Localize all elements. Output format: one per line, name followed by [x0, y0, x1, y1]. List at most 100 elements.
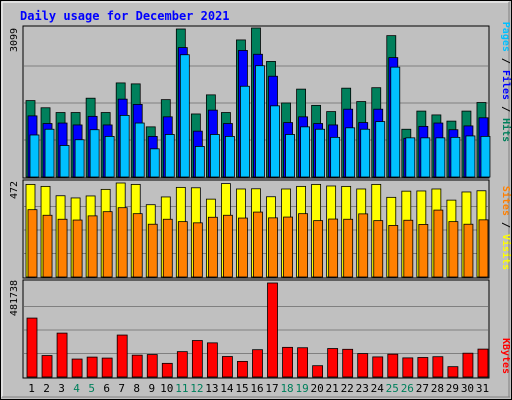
kbytes-bar-kbytes-3: [56, 332, 68, 378]
x-label-day: 8: [133, 382, 140, 395]
kbytes-bar-kbytes-11: [176, 351, 188, 378]
kbytes-bar-kbytes-15: [237, 360, 248, 378]
hits-bar-pages-1: [29, 134, 40, 178]
hits-bar-pages-17: [270, 105, 280, 178]
x-label-day: 24: [371, 382, 385, 395]
kbytes-bar-kbytes-14: [222, 356, 233, 378]
visits-bar-sites-5: [87, 215, 98, 278]
kbytes-bar-kbytes-1: [26, 317, 38, 378]
x-label-day: 6: [103, 382, 110, 395]
visits-bar-sites-19: [298, 213, 308, 278]
kbytes-bar-kbytes-25: [387, 353, 399, 378]
x-label-day: 12: [190, 382, 203, 395]
x-label-day: 14: [220, 382, 234, 395]
x-label-day: 5: [88, 382, 95, 395]
kbytes-bar-kbytes-29: [447, 366, 459, 378]
hits-bar-pages-9: [149, 148, 160, 178]
x-label-day: 18: [280, 382, 293, 395]
x-label-day: 20: [311, 382, 324, 395]
kbytes-bar-kbytes-24: [372, 356, 384, 378]
visits-bar-sites-8: [132, 213, 143, 278]
visits-bar-sites-3: [57, 218, 68, 278]
x-label-day: 22: [341, 382, 354, 395]
hits-bar-pages-20: [315, 128, 326, 178]
kbytes-bar-kbytes-21: [327, 348, 339, 378]
x-label-day: 3: [58, 382, 65, 395]
visits-bar-sites-28: [433, 209, 444, 278]
visits-bar-sites-1: [27, 209, 38, 278]
x-label-day: 28: [431, 382, 444, 395]
hits-max-label: 3099: [9, 28, 20, 52]
visits-bar-sites-23: [358, 213, 369, 278]
hits-bar-pages-8: [134, 122, 145, 178]
visits-bar-sites-4: [72, 219, 83, 278]
x-label-day: 27: [416, 382, 429, 395]
hits-bar-pages-22: [345, 127, 356, 178]
hits-bar-pages-5: [89, 129, 100, 178]
visits-bar-sites-12: [192, 222, 203, 278]
visits-bar-sites-29: [448, 221, 459, 278]
hits-bar-pages-21: [330, 136, 341, 178]
hits-bar-pages-6: [104, 136, 115, 178]
legend-pages: Pages: [500, 22, 511, 52]
hits-bar-pages-19: [300, 126, 310, 178]
hits-bar-pages-26: [405, 137, 416, 178]
visits-bar-sites-30: [463, 223, 474, 278]
visits-legend: Sites / Visits: [500, 186, 512, 270]
kbytes-bar-kbytes-6: [101, 357, 113, 378]
legend-visits: Visits: [500, 234, 512, 270]
hits-bar-pages-25: [390, 66, 401, 178]
kbytes-bar-kbytes-28: [432, 356, 444, 378]
kbytes-bar-kbytes-30: [462, 352, 474, 378]
x-label-day: 31: [476, 382, 489, 395]
visits-bar-sites-22: [343, 218, 354, 278]
kbytes-bar-kbytes-20: [312, 365, 324, 378]
kbytes-bar-kbytes-5: [86, 356, 98, 378]
hits-bar-pages-11: [179, 54, 190, 178]
hits-bar-pages-7: [119, 114, 130, 178]
visits-bar-sites-31: [478, 219, 489, 278]
x-label-day: 13: [205, 382, 218, 395]
kbytes-bar-kbytes-13: [206, 342, 218, 378]
hits-bar-pages-4: [74, 139, 85, 178]
hits-bar-pages-29: [450, 136, 461, 178]
kbytes-bar-kbytes-16: [252, 349, 263, 378]
kbytes-bar-kbytes-27: [417, 357, 429, 378]
hits-bar-pages-16: [255, 65, 265, 178]
hits-bar-pages-31: [480, 136, 491, 178]
kbytes-bar-kbytes-9: [146, 354, 158, 378]
x-label-day: 17: [265, 382, 278, 395]
legend-sep-1: /: [500, 52, 511, 70]
visits-bar-sites-18: [283, 216, 293, 278]
kbytes-bar-kbytes-8: [131, 354, 143, 378]
kbytes-bar-kbytes-23: [357, 353, 369, 378]
legend-sep-2: /: [500, 100, 511, 118]
hits-bar-pages-3: [59, 145, 70, 178]
x-label-day: 26: [401, 382, 414, 395]
hits-bar-pages-30: [465, 135, 476, 178]
x-label-day: 21: [326, 382, 339, 395]
kbytes-bar-kbytes-22: [342, 348, 354, 378]
visits-bar-sites-16: [253, 211, 263, 278]
x-label-day: 1: [28, 382, 35, 395]
x-label-day: 7: [118, 382, 125, 395]
x-label-day: 16: [250, 382, 263, 395]
visits-bar-sites-26: [403, 219, 414, 278]
kbytes-bar-kbytes-10: [161, 362, 173, 378]
visits-bar-sites-13: [207, 216, 218, 278]
visits-bar-sites-9: [147, 223, 158, 278]
hits-bar-pages-18: [285, 134, 295, 178]
kbytes-max-label: 481738: [9, 280, 20, 316]
hits-legend: Pages / Files / Hits: [500, 22, 512, 142]
visits-bar-sites-10: [162, 218, 173, 278]
kbytes-bar-kbytes-12: [191, 340, 203, 378]
visits-bar-sites-25: [388, 225, 399, 278]
x-label-day: 4: [73, 382, 80, 395]
x-label-day: 11: [175, 382, 188, 395]
legend-sites: Sites: [500, 186, 512, 216]
visits-bar-sites-27: [418, 224, 429, 278]
visits-bar-sites-15: [238, 217, 248, 278]
chart-title: Daily usage for December 2021: [20, 9, 230, 23]
hits-bar-pages-23: [360, 128, 371, 178]
x-label-day: 30: [461, 382, 474, 395]
